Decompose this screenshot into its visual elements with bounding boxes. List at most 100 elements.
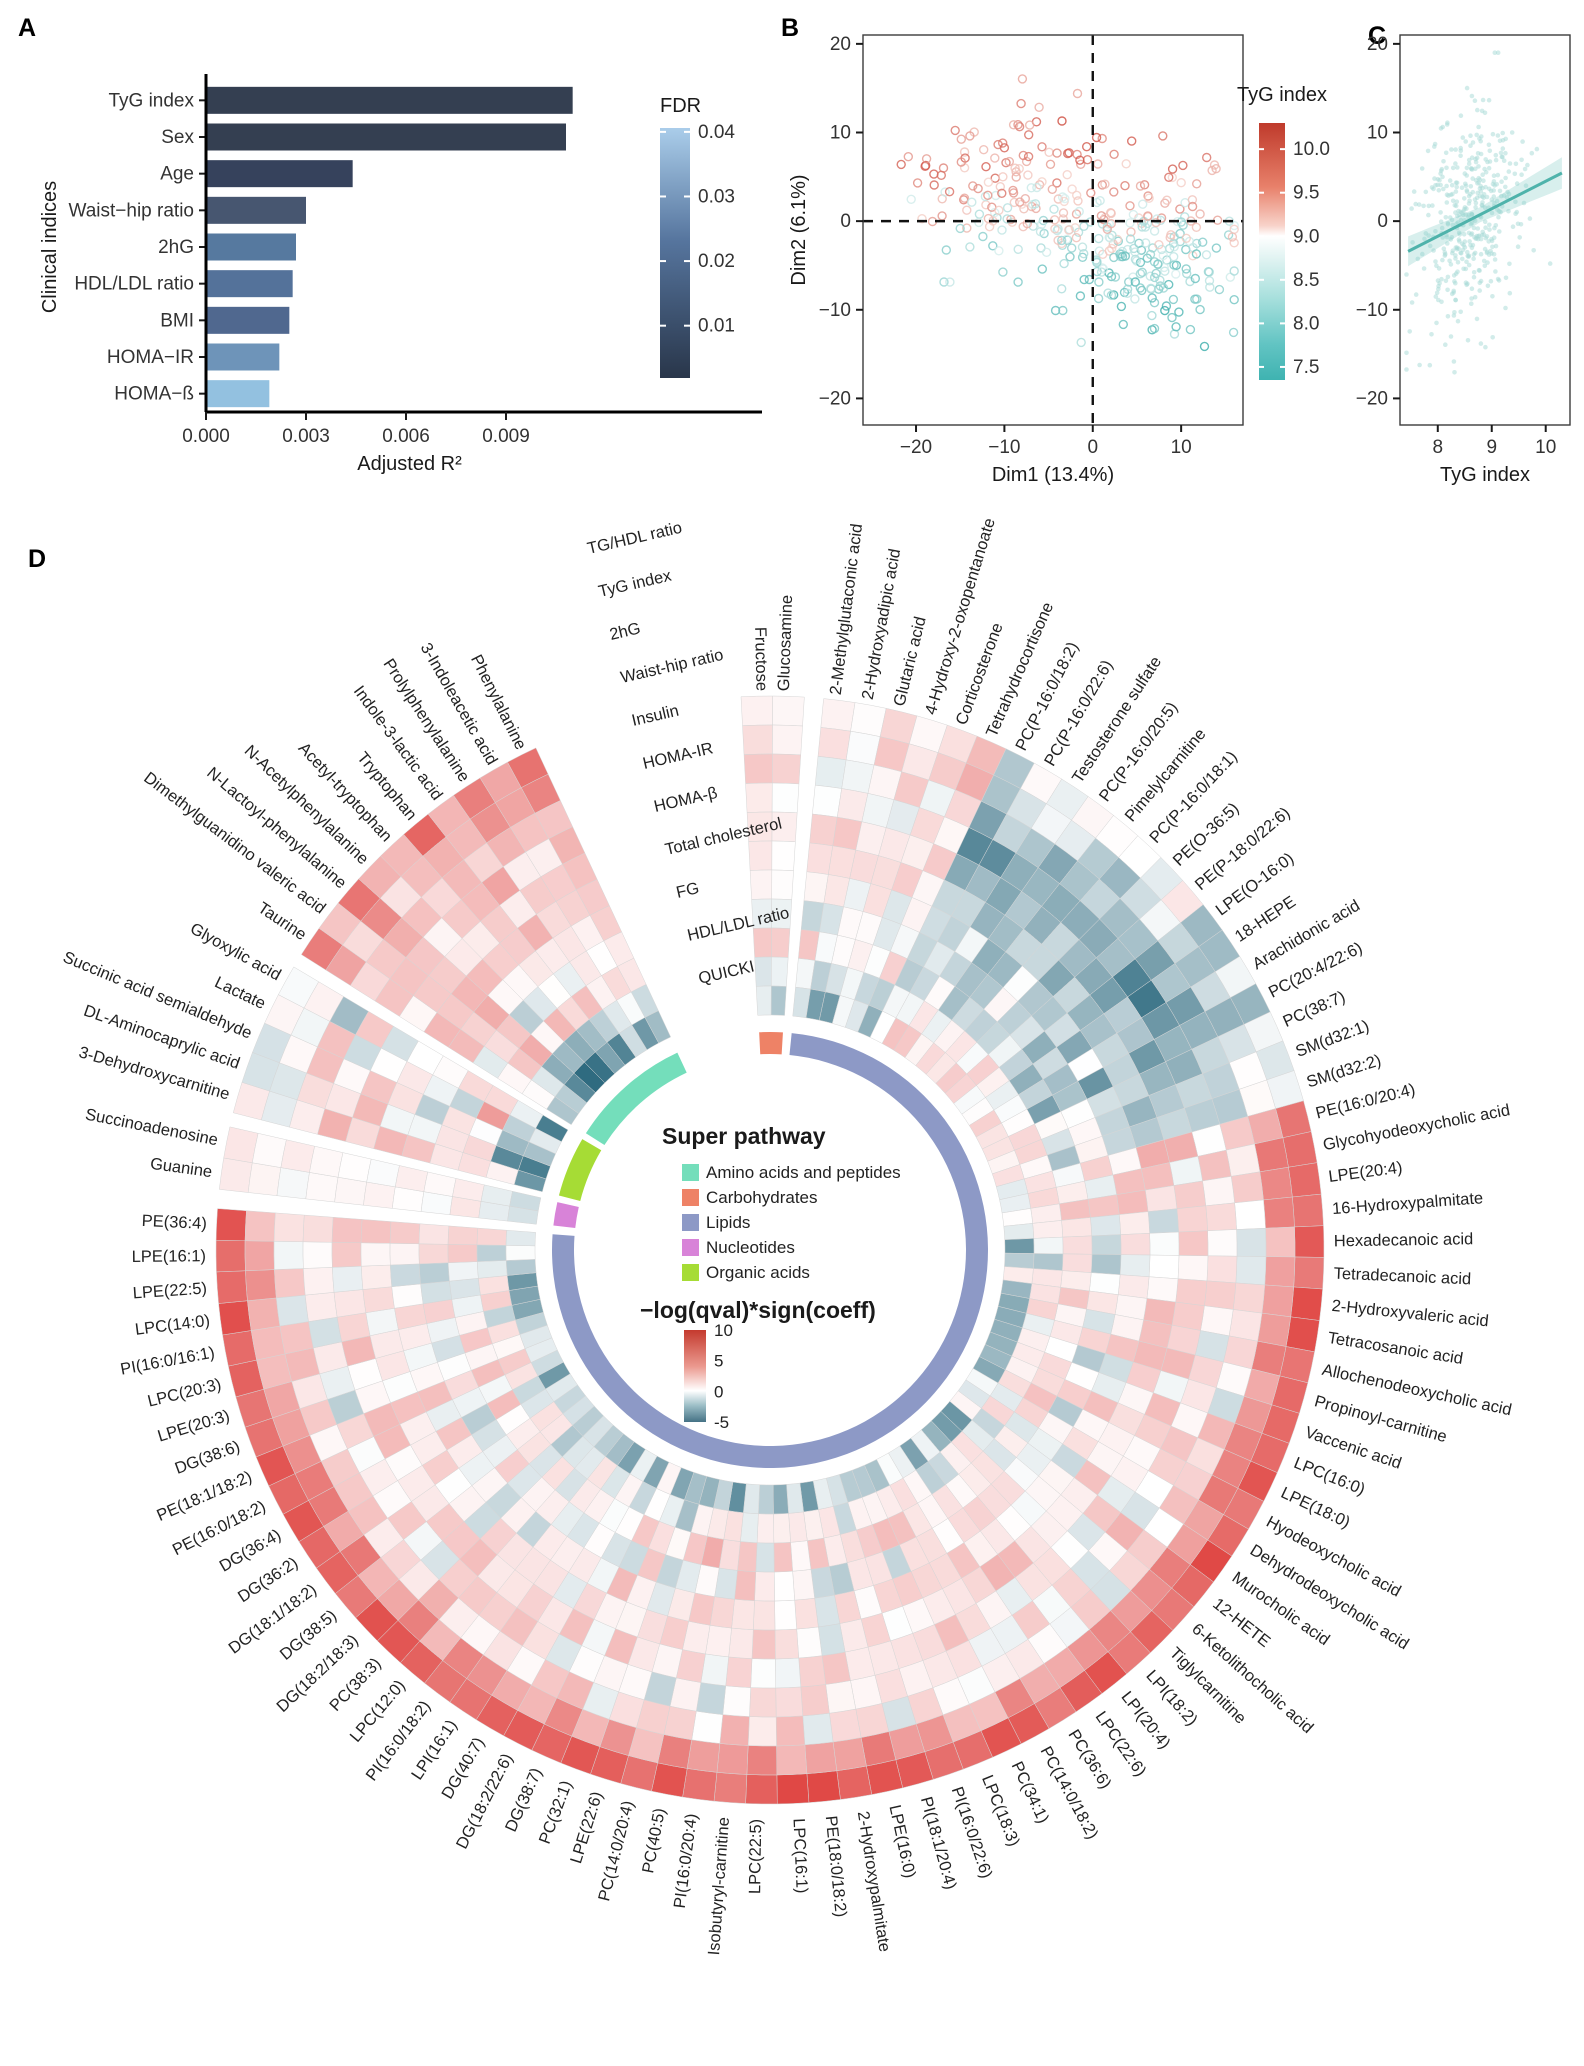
- scatter-point: [994, 205, 1004, 216]
- y-tick-label: 20: [830, 34, 851, 55]
- scatter-point: [1135, 269, 1146, 279]
- scatter-point: [1462, 196, 1467, 201]
- heatmap-cell: [1147, 1208, 1179, 1234]
- tyg-tick-label: 10.0: [1293, 139, 1330, 160]
- scatter-point: [1184, 236, 1195, 247]
- heatmap-cell: [1149, 1231, 1180, 1256]
- scatter-point: [983, 177, 994, 187]
- heatmap-cell: [360, 1242, 391, 1267]
- metabolite-label: PC(32:1): [536, 1778, 576, 1846]
- scatter-point: [1527, 216, 1533, 221]
- scatter-point: [1490, 294, 1495, 299]
- scatter-point: [1160, 305, 1170, 316]
- heatmap-cell: [1292, 1193, 1324, 1228]
- scatter-point: [1436, 286, 1441, 292]
- scatter-point: [1227, 232, 1238, 242]
- scatter-point: [1036, 243, 1046, 253]
- heatmap-cell: [247, 1297, 281, 1331]
- scatter-point: [1191, 222, 1202, 233]
- scatter-point: [1153, 259, 1163, 269]
- scatter-point: [1075, 155, 1085, 165]
- metabolite-label: LPE(20:4): [1327, 1159, 1403, 1186]
- bar-HDL/LDL ratio: [207, 270, 293, 298]
- heatmap-cell: [247, 1162, 282, 1196]
- scatter-point: [1489, 238, 1495, 244]
- scatter-point: [1461, 232, 1467, 237]
- scatter-point: [1130, 294, 1140, 304]
- heatmap-cell: [776, 1744, 808, 1776]
- scatter-point: [1155, 275, 1165, 285]
- scatter-point: [1468, 192, 1473, 197]
- scatter-point: [1490, 131, 1496, 137]
- scatter-point: [1008, 120, 1019, 130]
- heatmap-cell: [772, 753, 802, 785]
- scatter-point: [1422, 236, 1427, 242]
- scatter-point: [1496, 278, 1502, 283]
- heatmap-cell: [447, 1261, 479, 1282]
- heatmap-cell: [770, 985, 787, 1016]
- panel-b-pca-scatter: −20 −10 0 10 −20 −10 0 10 20 Dim1 (13.4%) Dim2 (6.…: [788, 34, 1330, 486]
- heatmap-cell: [790, 1540, 812, 1572]
- scatter-point: [1525, 162, 1530, 168]
- scatter-point: [1094, 233, 1104, 244]
- scatter-point: [929, 169, 939, 179]
- scatter-point: [1093, 159, 1103, 169]
- scatter-point: [1490, 244, 1495, 250]
- scatter-point: [1454, 246, 1460, 252]
- y-axis-title: Clinical indices: [39, 181, 61, 313]
- heatmap-cell: [742, 724, 773, 755]
- scatter-point: [1022, 218, 1033, 229]
- scatter-point: [1121, 159, 1131, 169]
- scatter-point: [1059, 258, 1069, 269]
- scatter-point: [1494, 182, 1499, 187]
- scatter-point: [1209, 160, 1220, 170]
- scatter-point: [1449, 182, 1455, 188]
- scatter-point: [1505, 189, 1510, 195]
- scatter-point: [1053, 194, 1063, 204]
- scatter-point: [1415, 256, 1421, 262]
- scatter-point: [1004, 156, 1015, 167]
- heatmap-cell: [749, 869, 773, 900]
- scatter-point: [1082, 141, 1092, 152]
- scatter-point: [1529, 150, 1535, 156]
- scatter-point: [997, 138, 1008, 148]
- tyg-tick-label: 7.5: [1293, 357, 1319, 378]
- plot-border: [862, 34, 1244, 426]
- scatter-point: [1523, 183, 1529, 188]
- heatmap-cell: [773, 1570, 795, 1602]
- x-tick-label: 9: [1486, 437, 1497, 458]
- tyg-tick-label: 8.5: [1293, 270, 1319, 291]
- fdr-tick-label: 0.02: [698, 251, 735, 272]
- heatmap-cell: [691, 1710, 724, 1744]
- scatter-point: [1500, 154, 1505, 160]
- scatter-point: [1016, 98, 1026, 109]
- panel-a-barchart: TyG index Sex Age Waist−hip ratio 2hG HDL/LDL…: [39, 74, 762, 475]
- scatter-point: [1480, 172, 1485, 177]
- scatter-point: [1490, 181, 1496, 187]
- scatter-point: [1034, 102, 1044, 113]
- bar-category-label: Sex: [161, 127, 194, 148]
- heatmap-cell: [394, 1165, 429, 1192]
- scatter-point: [1458, 113, 1464, 118]
- metabolite-label: LPE(22:6): [567, 1789, 606, 1865]
- scatter-point: [1479, 202, 1485, 208]
- scatter-point: [1410, 240, 1415, 245]
- scatter-point: [959, 147, 970, 157]
- scatter-point: [1156, 213, 1167, 223]
- scatter-point: [1161, 301, 1172, 311]
- scatter-point: [1472, 218, 1478, 224]
- scatter-point: [1477, 193, 1483, 199]
- scatter-point: [1134, 238, 1144, 249]
- scatter-point: [959, 193, 970, 203]
- ring-label: Insulin: [630, 702, 681, 730]
- scatter-point: [1477, 280, 1483, 286]
- scatter-point: [1489, 197, 1495, 202]
- fdr-tick-label: 0.01: [698, 316, 735, 337]
- scatter-point: [1145, 271, 1155, 281]
- heatmap-cell: [754, 956, 772, 987]
- scatter-point: [939, 277, 949, 287]
- scatter-point: [990, 153, 1000, 163]
- heatmap-cell: [1202, 1176, 1235, 1207]
- scatter-point: [1439, 276, 1444, 282]
- scatter-point: [1478, 341, 1484, 346]
